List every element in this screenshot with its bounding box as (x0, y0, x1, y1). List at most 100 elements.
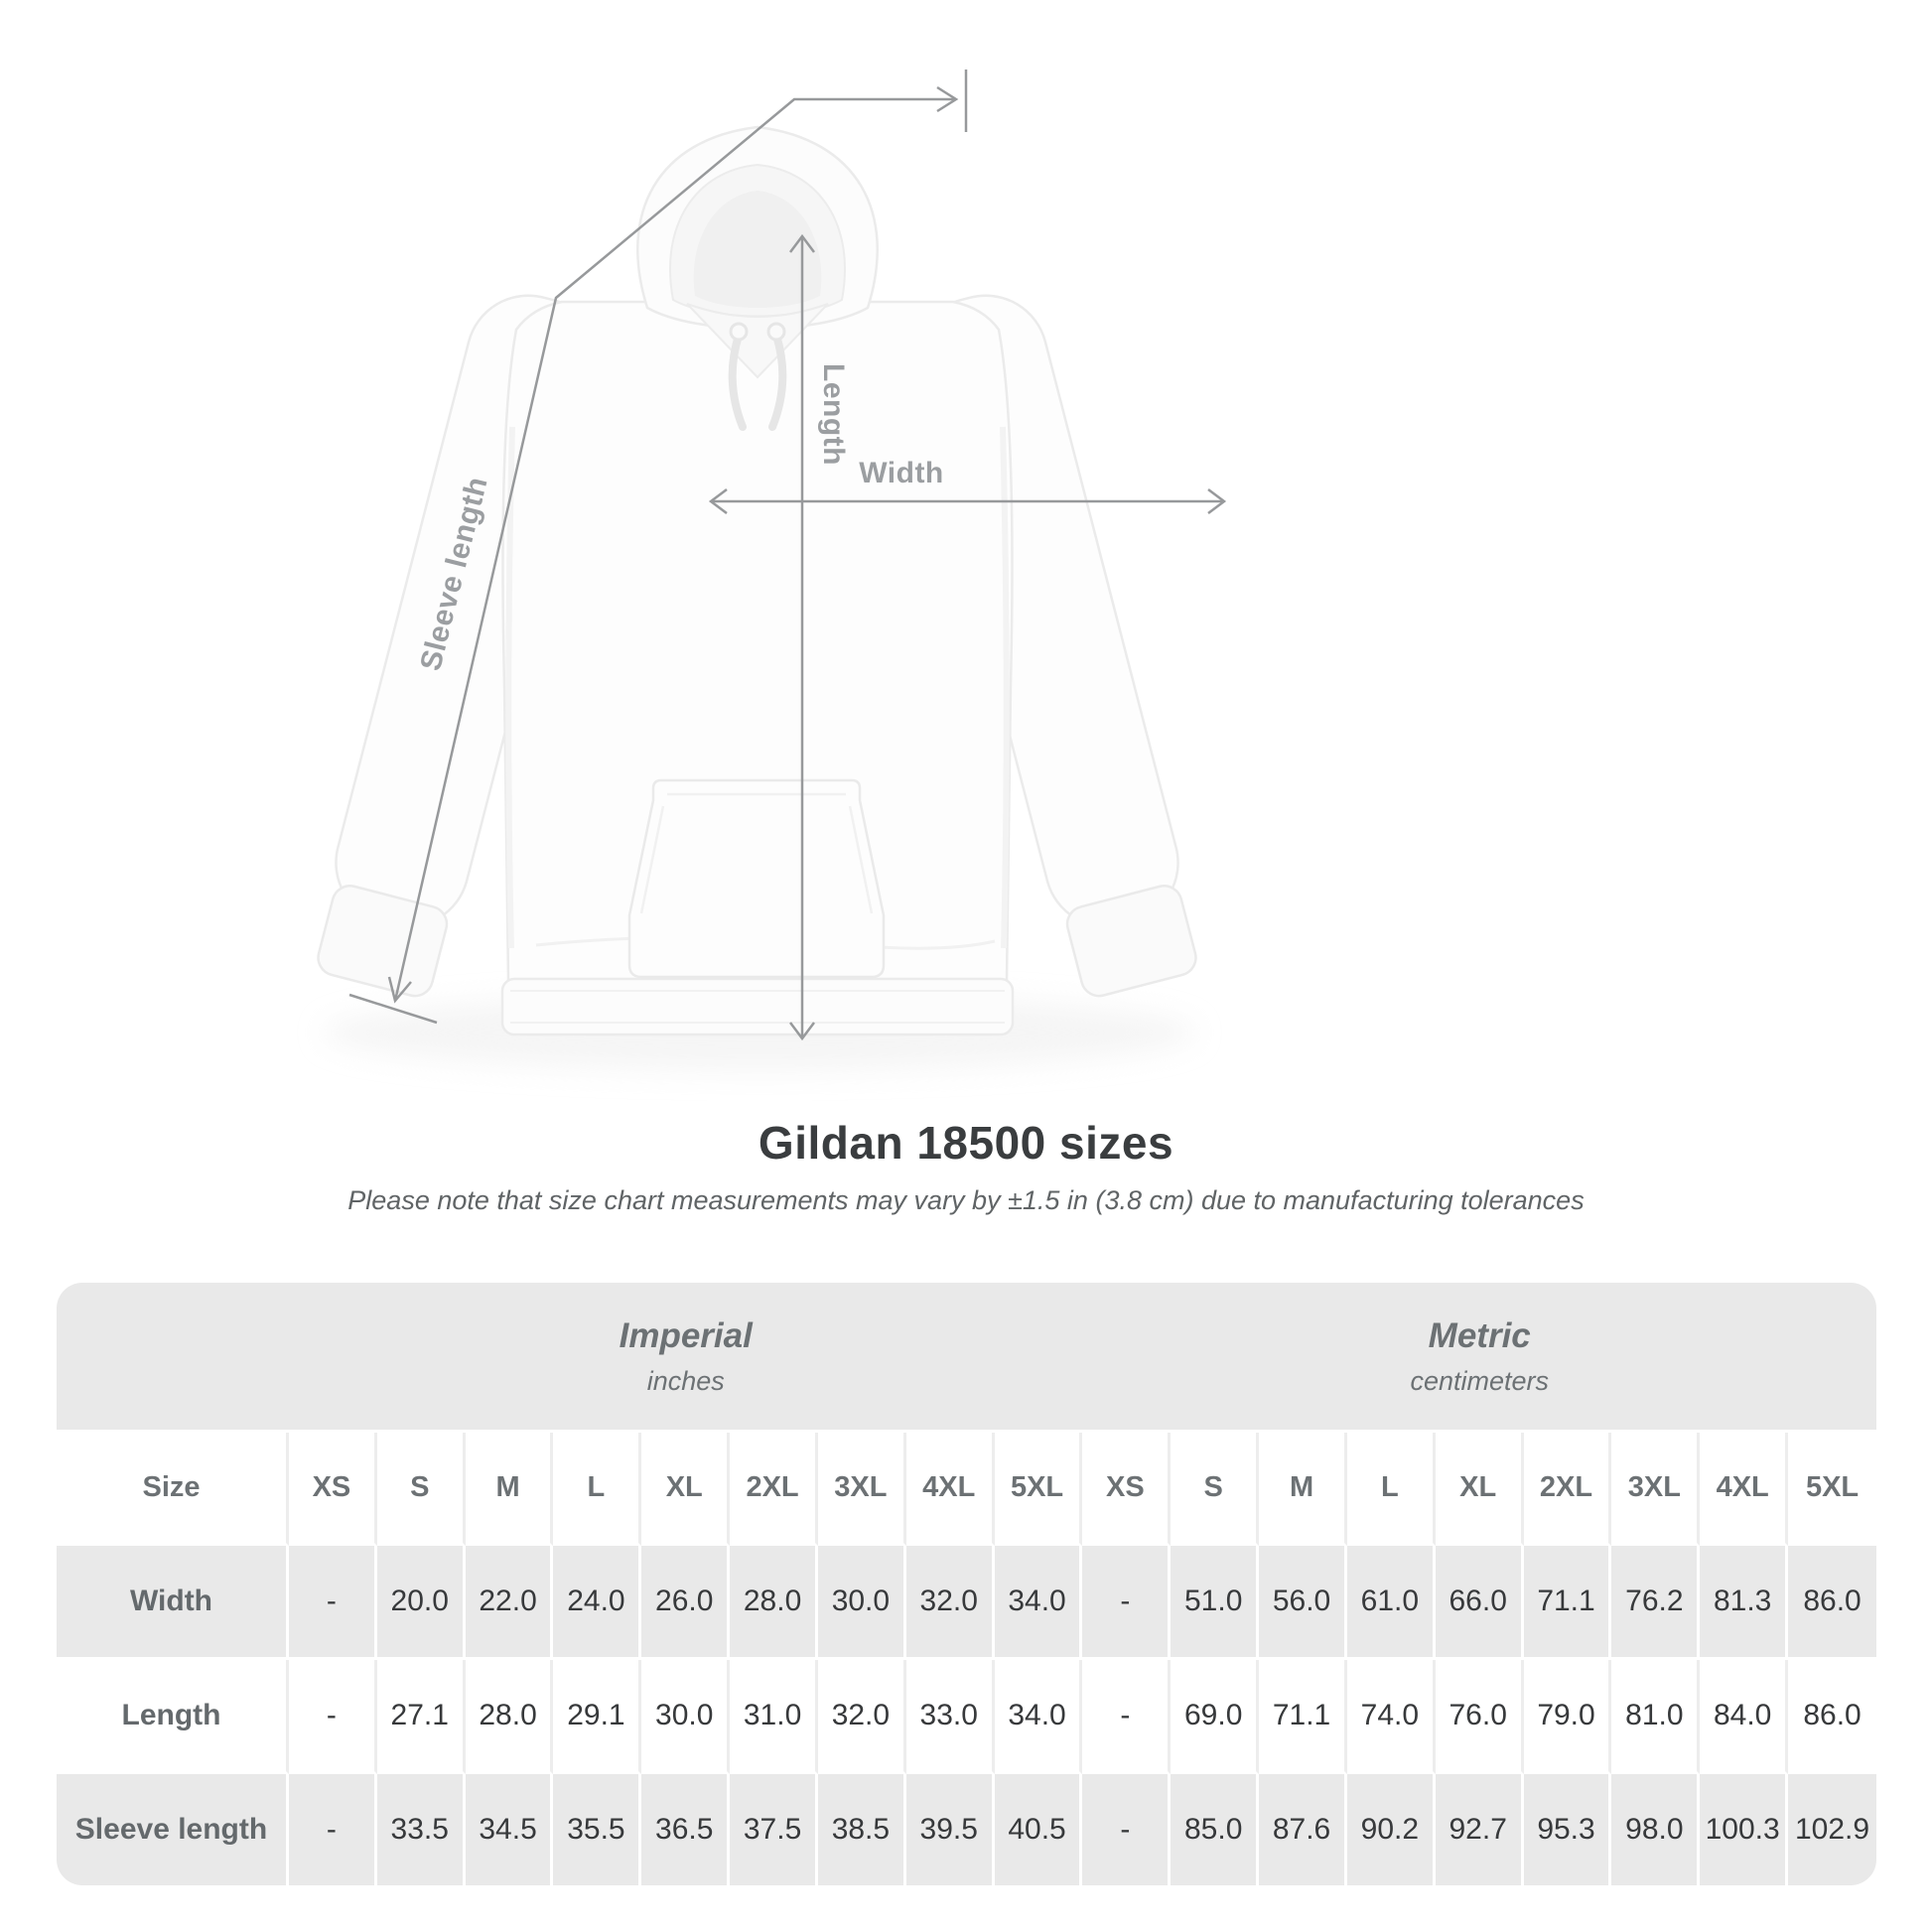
hoodie-hem-band (500, 977, 1015, 1036)
col-header: L (1346, 1433, 1436, 1546)
cell: 40.5 (994, 1774, 1083, 1885)
imperial-unit-label: inches (646, 1365, 725, 1396)
cell: 35.5 (553, 1774, 642, 1885)
cell: 102.9 (1788, 1774, 1876, 1885)
hoodie-pocket (627, 778, 886, 979)
cell: 71.1 (1523, 1546, 1612, 1660)
cell: 31.0 (730, 1660, 818, 1774)
hoodie-drawstrings (728, 322, 787, 431)
cell: 69.0 (1171, 1660, 1260, 1774)
col-header: XL (1435, 1433, 1524, 1546)
cell: 84.0 (1700, 1660, 1789, 1774)
cell: 79.0 (1523, 1660, 1612, 1774)
cell: - (289, 1774, 377, 1885)
col-header: XL (641, 1433, 731, 1546)
unit-header-corner (57, 1283, 289, 1433)
cell: 81.3 (1700, 1546, 1789, 1660)
cell: 51.0 (1171, 1546, 1260, 1660)
cell: - (289, 1546, 377, 1660)
cell: 61.0 (1346, 1546, 1436, 1660)
width-measure-label: Width (859, 457, 944, 489)
col-header: 4XL (1700, 1433, 1789, 1546)
col-header: M (1259, 1433, 1347, 1546)
cell: 56.0 (1259, 1546, 1347, 1660)
metric-header: Metric centimeters (1082, 1283, 1876, 1433)
imperial-header: Imperial inches (289, 1283, 1083, 1433)
row-label: Sleeve length (57, 1774, 289, 1885)
col-header: 5XL (994, 1433, 1083, 1546)
col-header: S (376, 1433, 466, 1546)
cell: 33.5 (376, 1774, 466, 1885)
size-table: Imperial inches Metric centimeters Size … (57, 1283, 1876, 1885)
col-header: 4XL (905, 1433, 995, 1546)
cell: 76.2 (1611, 1546, 1701, 1660)
col-header: M (465, 1433, 554, 1546)
cell: 85.0 (1171, 1774, 1260, 1885)
table-row-sleeve-length: Sleeve length - 33.5 34.5 35.5 36.5 37.5… (57, 1774, 1876, 1885)
size-column-header: Size (57, 1433, 289, 1546)
length-measure-line (789, 233, 815, 1041)
length-measure-label: Length (817, 363, 850, 466)
cell: 76.0 (1435, 1660, 1524, 1774)
cell: 66.0 (1435, 1546, 1524, 1660)
cell: 32.0 (905, 1546, 995, 1660)
table-row-width: Width - 20.0 22.0 24.0 26.0 28.0 30.0 32… (57, 1546, 1876, 1660)
col-header: 2XL (1523, 1433, 1612, 1546)
tolerance-note: Please note that size chart measurements… (347, 1185, 1585, 1215)
col-header: 3XL (817, 1433, 906, 1546)
cell: 34.0 (994, 1546, 1083, 1660)
cell: 95.3 (1523, 1774, 1612, 1885)
col-header: 2XL (730, 1433, 818, 1546)
sleeve-length-measure-line (348, 69, 968, 1025)
cell: 22.0 (465, 1546, 554, 1660)
cell: 98.0 (1611, 1774, 1701, 1885)
size-header-row: Size XS S M L XL 2XL 3XL 4XL 5XL XS S M … (57, 1433, 1876, 1546)
imperial-label: Imperial (619, 1315, 753, 1355)
cell: 20.0 (376, 1546, 466, 1660)
cell: 33.0 (905, 1660, 995, 1774)
col-header: XS (289, 1433, 377, 1546)
cell: 36.5 (641, 1774, 731, 1885)
hoodie-measurement-diagram: Length Width Sleeve length (317, 69, 1227, 1070)
cell: 34.5 (465, 1774, 554, 1885)
cell: 87.6 (1259, 1774, 1347, 1885)
cell: 28.0 (730, 1546, 818, 1660)
unit-header-row: Imperial inches Metric centimeters (57, 1283, 1876, 1433)
cell: 32.0 (817, 1660, 906, 1774)
metric-label: Metric (1428, 1315, 1531, 1355)
cell: 29.1 (553, 1660, 642, 1774)
cell: 90.2 (1346, 1774, 1436, 1885)
cell: 38.5 (817, 1774, 906, 1885)
cell: - (1082, 1660, 1172, 1774)
cell: 24.0 (553, 1546, 642, 1660)
cell: 86.0 (1788, 1546, 1876, 1660)
cell: 34.0 (994, 1660, 1083, 1774)
cell: 100.3 (1700, 1774, 1789, 1885)
metric-unit-label: centimeters (1410, 1365, 1549, 1396)
width-measure-line (708, 488, 1227, 514)
cell: 86.0 (1788, 1660, 1876, 1774)
cell: - (289, 1660, 377, 1774)
cell: 71.1 (1259, 1660, 1347, 1774)
cell: 28.0 (465, 1660, 554, 1774)
cell: - (1082, 1546, 1172, 1660)
col-header: L (553, 1433, 642, 1546)
cell: 27.1 (376, 1660, 466, 1774)
row-label: Length (57, 1660, 289, 1774)
hoodie-body (501, 300, 1014, 983)
row-label: Width (57, 1546, 289, 1660)
hoodie-hood (636, 125, 879, 379)
table-row-length: Length - 27.1 28.0 29.1 30.0 31.0 32.0 3… (57, 1660, 1876, 1774)
cell: 26.0 (641, 1546, 731, 1660)
cell: 37.5 (730, 1774, 818, 1885)
col-header: XS (1082, 1433, 1172, 1546)
cell: 30.0 (817, 1546, 906, 1660)
cell: 30.0 (641, 1660, 731, 1774)
cell: - (1082, 1774, 1172, 1885)
cell: 74.0 (1346, 1660, 1436, 1774)
cell: 92.7 (1435, 1774, 1524, 1885)
cell: 81.0 (1611, 1660, 1701, 1774)
col-header: 5XL (1788, 1433, 1876, 1546)
cell: 39.5 (905, 1774, 995, 1885)
